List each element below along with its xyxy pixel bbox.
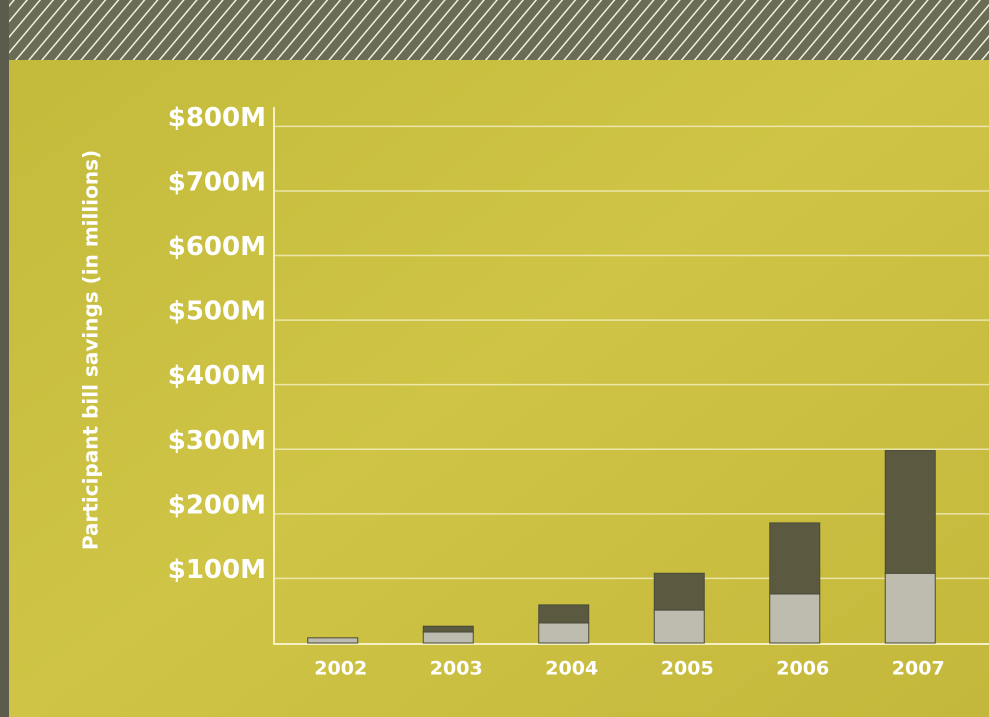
bar-segment — [770, 523, 820, 594]
bar-segment — [770, 594, 820, 643]
bar-segment — [885, 451, 935, 574]
x-tick-label: 2002 — [314, 658, 367, 680]
chart: Participant bill savings (in millions) $… — [0, 0, 989, 717]
x-tick-label: 2004 — [545, 658, 598, 680]
bar-segment — [308, 638, 358, 643]
y-tick-label: $800M — [168, 103, 266, 133]
left-strip — [0, 0, 9, 717]
hatched-band — [0, 0, 989, 60]
x-tick-label: 2005 — [661, 658, 714, 680]
y-tick-label: $500M — [168, 297, 266, 327]
page: Participant bill savings (in millions) $… — [0, 0, 989, 717]
y-axis-label: Participant bill savings (in millions) — [79, 150, 103, 550]
y-tick-label: $700M — [168, 167, 266, 197]
bar-segment — [423, 632, 473, 643]
bar-segment — [539, 605, 589, 623]
x-tick-label: 2003 — [430, 658, 483, 680]
x-tick-label: 2007 — [892, 658, 945, 680]
y-tick-label: $300M — [168, 426, 266, 456]
y-tick-label: $100M — [168, 555, 266, 585]
x-tick-label: 2006 — [776, 658, 829, 680]
background — [0, 0, 989, 717]
bar-segment — [654, 610, 704, 643]
bar-segment — [885, 573, 935, 643]
bar-segment — [654, 573, 704, 610]
y-tick-label: $600M — [168, 232, 266, 262]
bar-segment — [539, 623, 589, 643]
y-tick-label: $200M — [168, 490, 266, 520]
bar-segment — [423, 626, 473, 632]
y-tick-label: $400M — [168, 361, 266, 391]
